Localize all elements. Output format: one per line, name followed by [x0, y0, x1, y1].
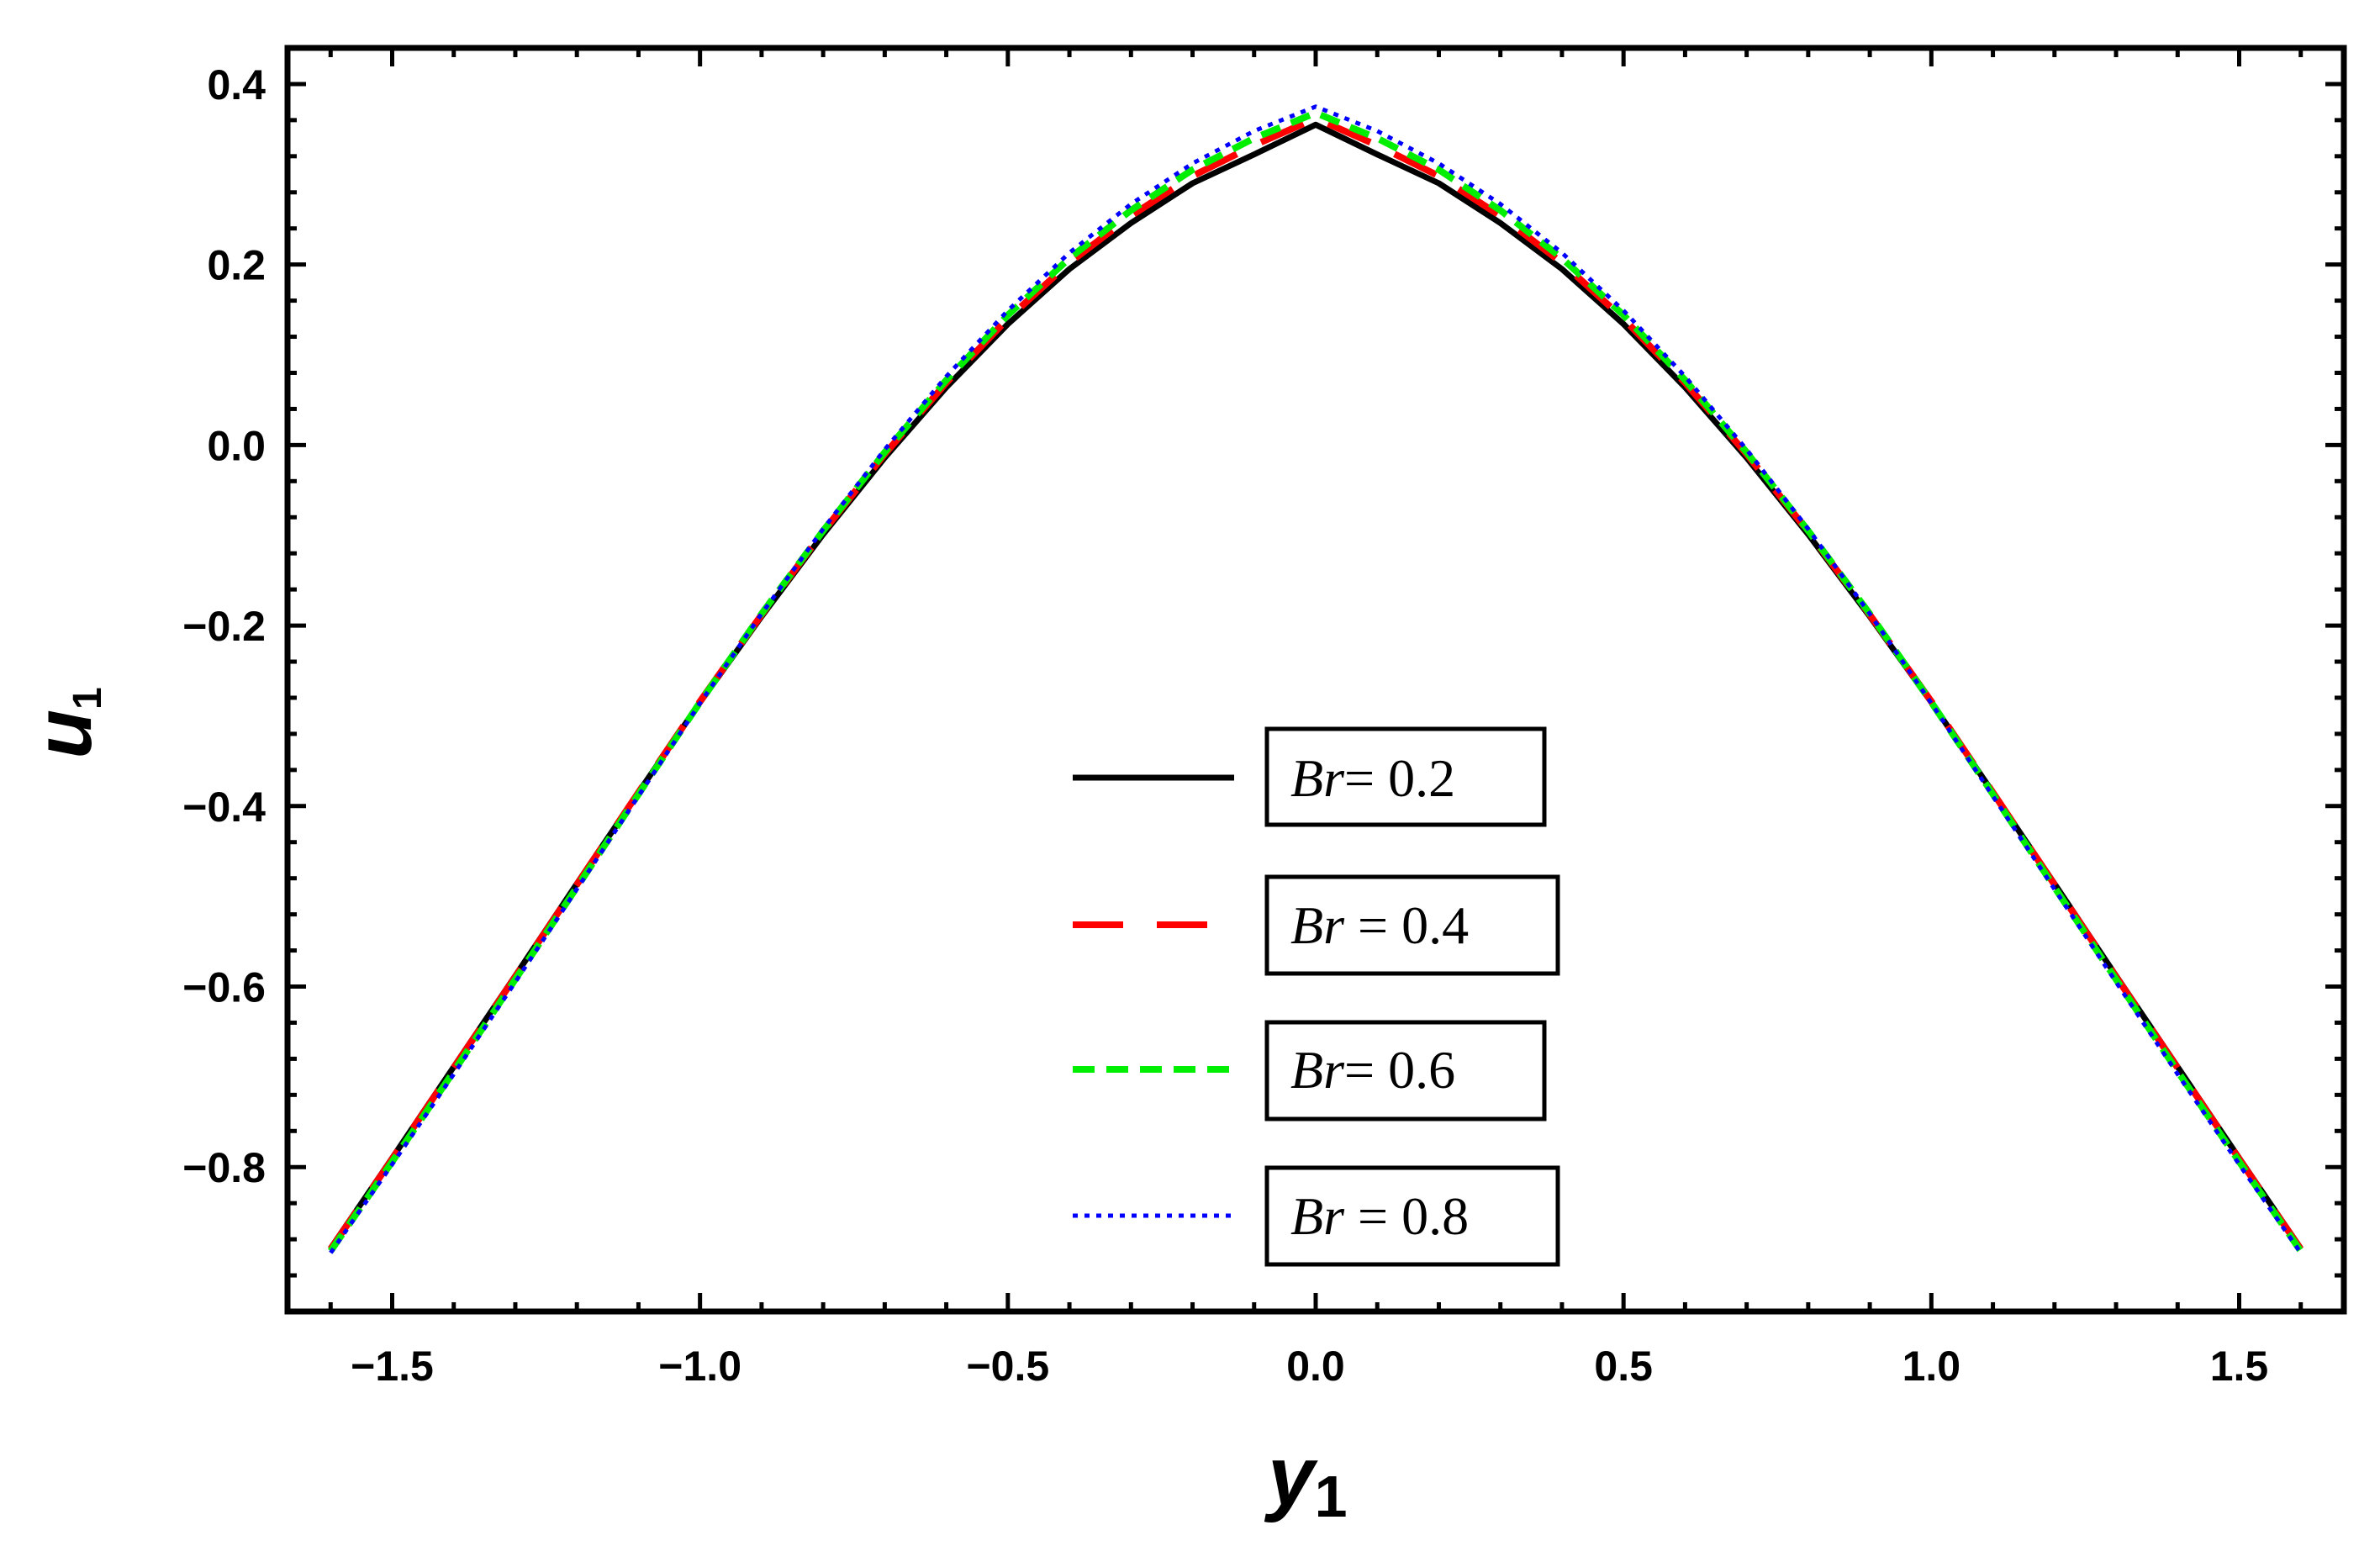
legend-box-2	[1264, 874, 1560, 976]
series-line-4	[329, 104, 2303, 1254]
legend-label-3: Br= 0.6	[1290, 1040, 1455, 1100]
plot-frame	[284, 45, 2347, 1315]
legend-label-variable: Br	[1290, 1040, 1345, 1100]
y-axis-title-subscript: 1	[66, 687, 110, 710]
y-tick-label: −0.4	[182, 784, 266, 831]
x-axis-title-subscript: 1	[1315, 1464, 1348, 1529]
legend-label-variable: Br	[1290, 1186, 1345, 1246]
x-tick-label: −1.0	[658, 1343, 741, 1390]
legend-label-1: Br= 0.2	[1290, 748, 1455, 808]
y-tick-label: 0.2	[207, 242, 266, 289]
y-tick-label: −0.8	[182, 1144, 266, 1191]
y-axis-title: u1	[18, 687, 110, 758]
x-tick-label: 0.5	[1594, 1343, 1653, 1390]
x-axis-title-base: y	[1264, 1429, 1318, 1523]
legend-label-2: Br = 0.4	[1290, 895, 1469, 955]
legend-label-value: = 0.4	[1344, 895, 1469, 955]
legend-label-value: = 0.2	[1344, 748, 1455, 808]
x-tick-label: 1.5	[2210, 1343, 2269, 1390]
legend-label-value: = 0.8	[1344, 1186, 1469, 1246]
x-tick-label: −0.5	[966, 1343, 1049, 1390]
y-tick-label: 0.4	[207, 61, 266, 108]
legend-box-1	[1264, 726, 1547, 827]
series-layer	[327, 104, 2304, 1254]
y-tick-label: −0.2	[182, 603, 266, 650]
x-axis-title: y1	[1264, 1429, 1348, 1529]
y-axis-title-base: u	[18, 710, 108, 759]
y-tick-label: −0.6	[182, 964, 266, 1011]
x-tick-label: −1.5	[351, 1343, 434, 1390]
tick-labels-layer: −1.5 −1.0 −0.5 0.0 0.5 1.0 1.5 0.4 0.2 0.0 −0.2 −0.…	[182, 61, 2268, 1390]
legend-box-3	[1264, 1020, 1547, 1121]
legend-label-value: = 0.6	[1344, 1040, 1455, 1100]
legend-label-variable: Br	[1290, 748, 1345, 808]
y-tick-label: 0.0	[207, 422, 266, 469]
legend-label-variable: Br	[1290, 895, 1345, 955]
legend-label-4: Br = 0.8	[1290, 1186, 1469, 1246]
legend-box-4	[1264, 1165, 1560, 1267]
x-tick-label: 0.0	[1286, 1343, 1345, 1390]
x-tick-label: 1.0	[1902, 1343, 1961, 1390]
legend: Br= 0.2Br = 0.4Br= 0.6Br = 0.8	[1073, 726, 1560, 1267]
